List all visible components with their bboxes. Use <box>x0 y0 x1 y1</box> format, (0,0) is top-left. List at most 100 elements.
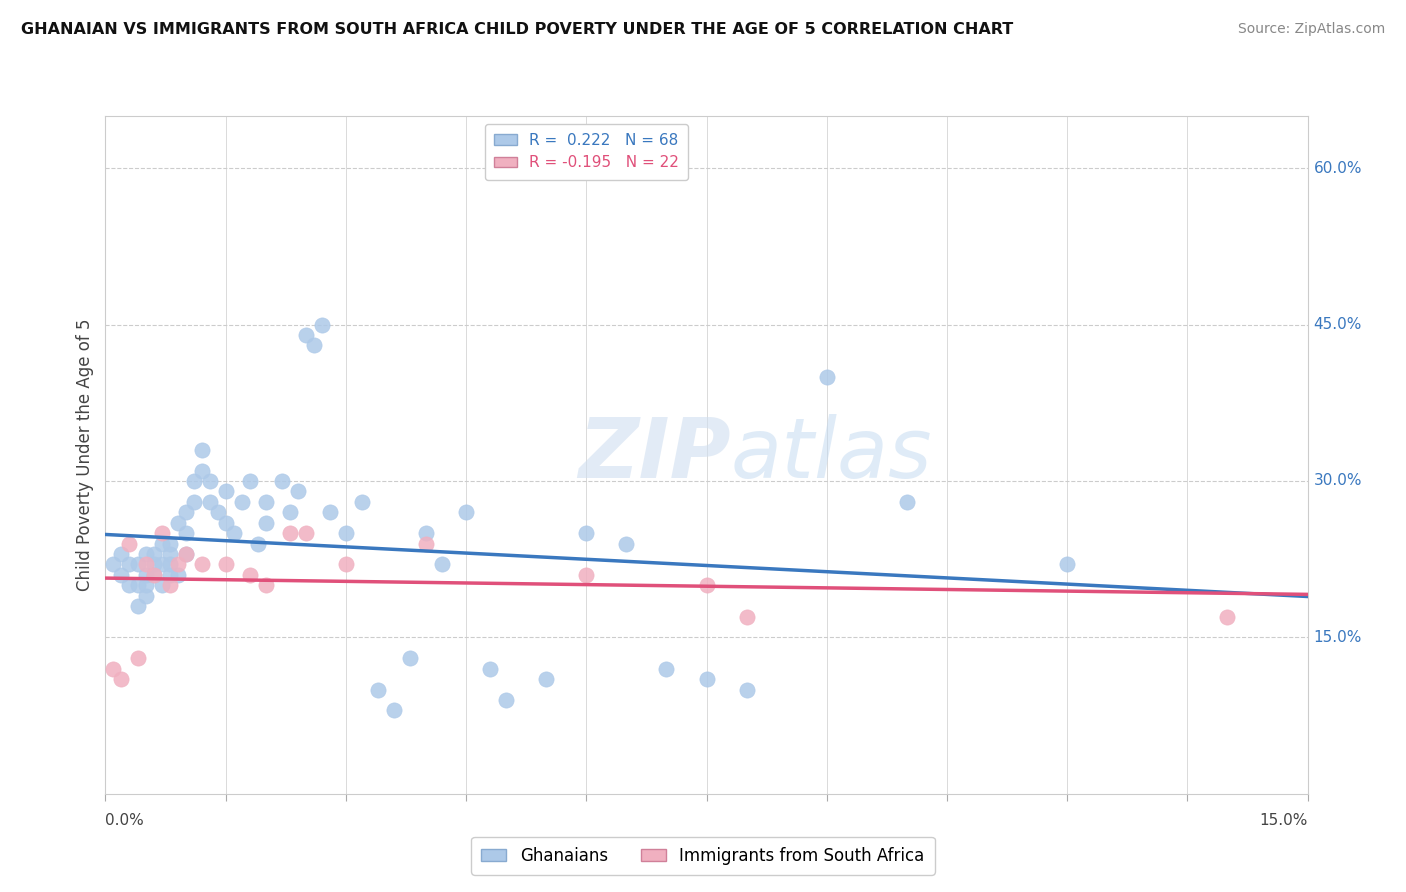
Text: 0.0%: 0.0% <box>105 814 145 828</box>
Point <box>350 495 373 509</box>
Point <box>198 495 221 509</box>
Point <box>127 651 149 665</box>
Point <box>150 578 173 592</box>
Legend: R =  0.222   N = 68, R = -0.195   N = 22: R = 0.222 N = 68, R = -0.195 N = 22 <box>485 124 688 179</box>
Point <box>159 567 181 582</box>
Point <box>575 567 598 582</box>
Point <box>110 547 132 561</box>
Point <box>135 547 157 561</box>
Point <box>231 495 253 509</box>
Point <box>135 578 157 592</box>
Point <box>142 558 165 572</box>
Point <box>174 526 197 541</box>
Point <box>159 558 181 572</box>
Point <box>430 558 453 572</box>
Point <box>190 464 212 478</box>
Point <box>295 526 318 541</box>
Point <box>166 567 188 582</box>
Point <box>735 682 758 697</box>
Point <box>311 318 333 332</box>
Point <box>214 558 236 572</box>
Point <box>174 505 197 519</box>
Point <box>142 567 165 582</box>
Point <box>239 567 262 582</box>
Point <box>295 328 318 343</box>
Point <box>103 558 125 572</box>
Point <box>183 495 205 509</box>
Point <box>319 505 342 519</box>
Point <box>335 526 357 541</box>
Point <box>254 578 277 592</box>
Point <box>254 516 277 530</box>
Text: atlas: atlas <box>731 415 932 495</box>
Point <box>127 558 149 572</box>
Point <box>118 558 141 572</box>
Point <box>479 662 502 676</box>
Point <box>616 536 638 550</box>
Text: GHANAIAN VS IMMIGRANTS FROM SOUTH AFRICA CHILD POVERTY UNDER THE AGE OF 5 CORREL: GHANAIAN VS IMMIGRANTS FROM SOUTH AFRICA… <box>21 22 1014 37</box>
Point <box>127 599 149 614</box>
Point <box>135 589 157 603</box>
Point <box>166 516 188 530</box>
Text: 60.0%: 60.0% <box>1313 161 1362 176</box>
Point <box>190 442 212 457</box>
Point <box>815 369 838 384</box>
Point <box>174 547 197 561</box>
Point <box>135 567 157 582</box>
Point <box>382 703 405 717</box>
Point <box>1216 609 1239 624</box>
Point <box>302 338 325 352</box>
Point <box>207 505 229 519</box>
Point <box>415 536 437 550</box>
Point <box>278 505 301 519</box>
Point <box>222 526 245 541</box>
Point <box>239 474 262 488</box>
Point <box>415 526 437 541</box>
Point <box>118 536 141 550</box>
Point <box>150 526 173 541</box>
Point <box>254 495 277 509</box>
Point <box>399 651 422 665</box>
Point <box>735 609 758 624</box>
Point <box>495 693 517 707</box>
Text: 15.0%: 15.0% <box>1260 814 1308 828</box>
Text: 30.0%: 30.0% <box>1313 474 1362 489</box>
Point <box>214 484 236 499</box>
Point <box>896 495 918 509</box>
Point <box>335 558 357 572</box>
Point <box>166 558 188 572</box>
Y-axis label: Child Poverty Under the Age of 5: Child Poverty Under the Age of 5 <box>76 318 94 591</box>
Point <box>198 474 221 488</box>
Point <box>534 672 557 686</box>
Point <box>110 672 132 686</box>
Point <box>270 474 292 488</box>
Point <box>127 578 149 592</box>
Point <box>696 578 718 592</box>
Point <box>655 662 678 676</box>
Point <box>159 578 181 592</box>
Point <box>142 567 165 582</box>
Point <box>214 516 236 530</box>
Text: ZIP: ZIP <box>578 415 731 495</box>
Point <box>150 536 173 550</box>
Legend: Ghanaians, Immigrants from South Africa: Ghanaians, Immigrants from South Africa <box>471 837 935 875</box>
Point <box>159 536 181 550</box>
Point <box>135 558 157 572</box>
Text: Source: ZipAtlas.com: Source: ZipAtlas.com <box>1237 22 1385 37</box>
Point <box>454 505 477 519</box>
Point <box>159 547 181 561</box>
Point <box>246 536 269 550</box>
Point <box>150 558 173 572</box>
Point <box>174 547 197 561</box>
Point <box>110 567 132 582</box>
Point <box>575 526 598 541</box>
Point <box>183 474 205 488</box>
Point <box>190 558 212 572</box>
Point <box>118 578 141 592</box>
Point <box>278 526 301 541</box>
Point <box>103 662 125 676</box>
Point <box>287 484 309 499</box>
Point <box>367 682 389 697</box>
Point <box>696 672 718 686</box>
Text: 45.0%: 45.0% <box>1313 317 1362 332</box>
